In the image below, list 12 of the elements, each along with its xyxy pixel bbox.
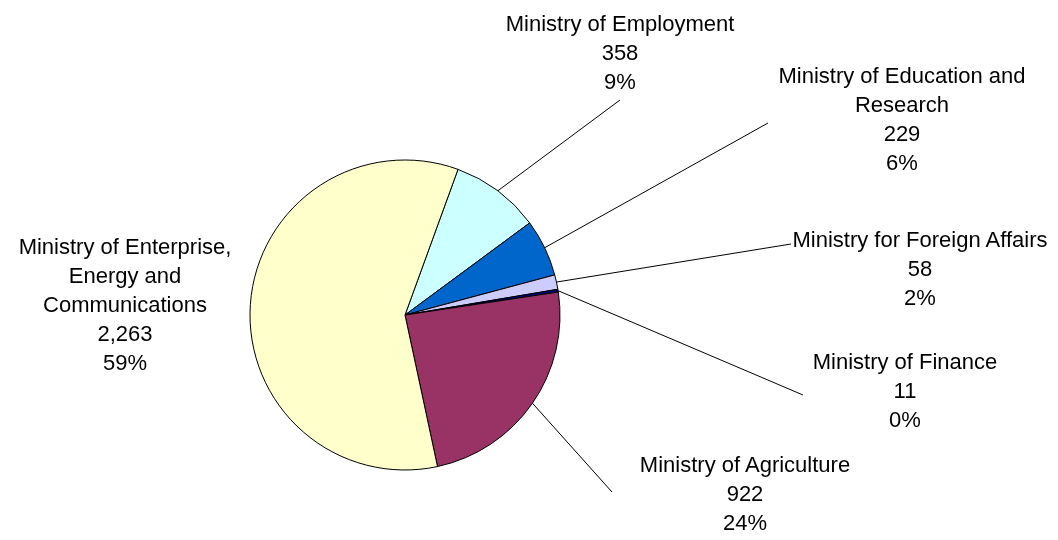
data-label: 358 9% — [601, 40, 639, 94]
data-label: 58 2% — [904, 256, 936, 310]
slice-label: Ministry for Foreign Affairs — [792, 227, 1048, 252]
data-label: 11 0% — [889, 378, 921, 432]
slice-label: Ministry of Agriculture — [639, 452, 851, 477]
data-label: 922 24% — [722, 481, 768, 535]
slice-label: Ministry of Enterprise, Energy and Communications — [18, 234, 232, 317]
data-label: 2,263 59% — [97, 321, 153, 375]
slice-label: Ministry of Education and Research — [778, 63, 1026, 117]
slice-label: Ministry of Finance — [812, 349, 998, 374]
data-label: 229 6% — [883, 121, 921, 175]
slice-label: Ministry of Employment — [505, 11, 735, 36]
